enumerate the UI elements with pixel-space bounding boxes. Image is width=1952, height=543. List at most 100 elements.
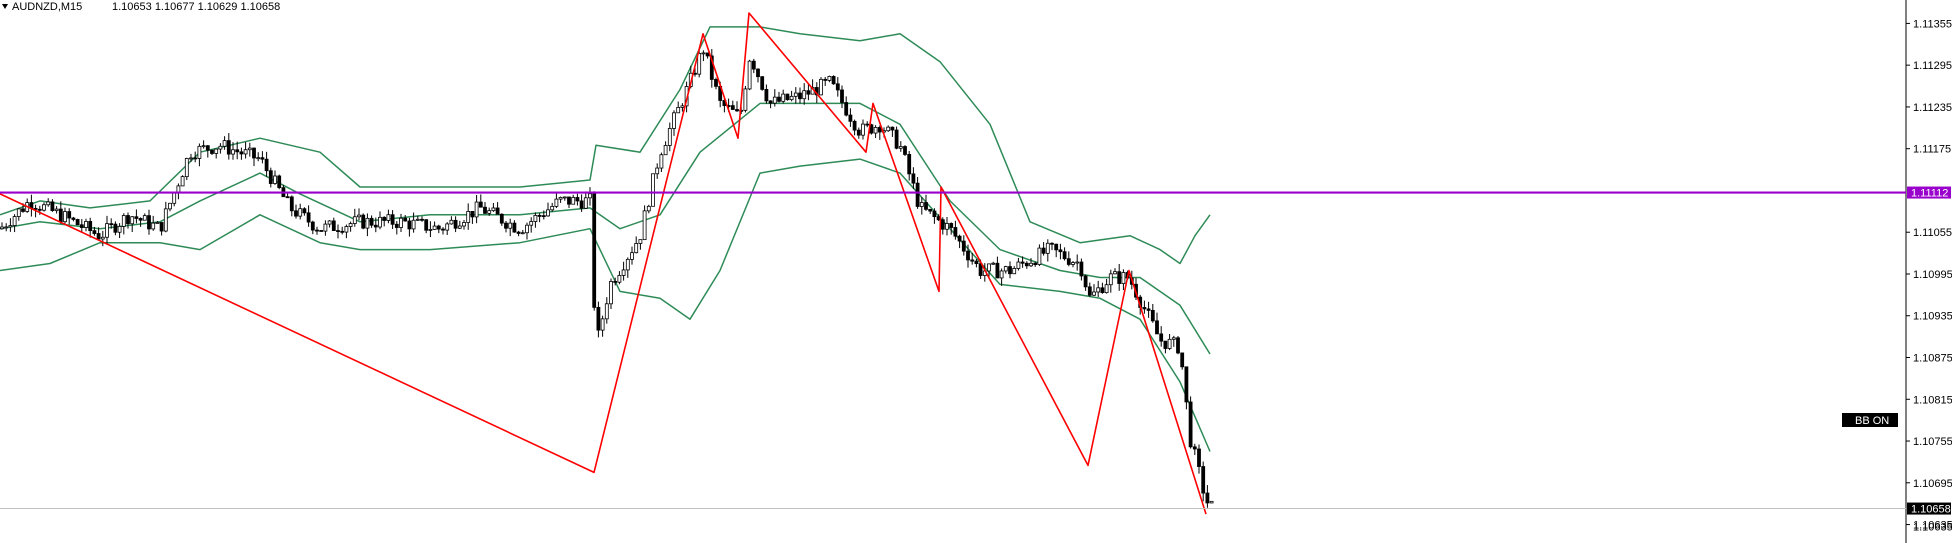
candle-body-bull (697, 52, 702, 75)
candle-body-bear (877, 127, 882, 133)
candle (1167, 334, 1172, 351)
candle (462, 219, 466, 230)
candle-body-bear (33, 208, 38, 210)
candle-body-bear (613, 281, 618, 283)
candle-body-bear (852, 120, 857, 131)
candle (911, 167, 916, 189)
candle-body-bull (491, 207, 496, 212)
candle-body-bull (130, 216, 135, 225)
candle-body-bull (142, 215, 147, 221)
candle-body-bull (1092, 291, 1096, 296)
candle (1058, 243, 1063, 260)
candle-body-bear (260, 157, 265, 160)
candle (168, 202, 172, 212)
candle-body-bear (911, 173, 916, 184)
candle (701, 50, 706, 62)
candle (588, 187, 592, 206)
y-tick-label: 1.10875 (1913, 353, 1952, 365)
candle-body-bear (159, 222, 164, 232)
y-tick-label: 1.10755 (1913, 436, 1952, 448)
candle (1024, 261, 1029, 269)
candle (999, 268, 1004, 286)
candle (533, 212, 538, 228)
candle-body-bull (533, 214, 538, 222)
bollinger-upper-line (0, 26, 1211, 265)
candle (852, 119, 857, 136)
candle (189, 153, 193, 162)
candle (873, 125, 878, 139)
candle-body-bull (1045, 242, 1050, 254)
candle (907, 150, 912, 181)
candle (319, 230, 324, 232)
candle-body-bear (516, 231, 521, 234)
candle-body-bull (432, 225, 437, 230)
candle-body-bull (84, 221, 88, 228)
candle (697, 50, 702, 78)
candle-body-bull (449, 219, 454, 225)
candle-body-bear (1163, 340, 1168, 349)
candle (940, 217, 945, 235)
candle (474, 194, 479, 224)
candle (16, 208, 21, 221)
candle (197, 143, 202, 167)
candle (4, 223, 9, 232)
candle (802, 83, 807, 105)
candle (819, 77, 823, 96)
candle-body-bull (273, 175, 277, 184)
candle (369, 215, 374, 228)
candle-body-bear (541, 215, 546, 218)
candle (1163, 340, 1168, 354)
candle (29, 194, 34, 217)
candle-body-bear (1192, 446, 1197, 450)
candle-body-bear (957, 235, 962, 242)
candle (268, 167, 273, 188)
candle (344, 224, 349, 239)
candle-body-bear (844, 102, 849, 116)
candle (264, 151, 269, 177)
candle (495, 202, 500, 215)
candle (281, 184, 286, 198)
candle-body-bull (256, 157, 261, 160)
candle (659, 152, 664, 173)
candle (987, 263, 991, 278)
y-tick-label: 1.11235 (1913, 102, 1952, 114)
candle-body-bear (806, 90, 811, 95)
candle (214, 148, 219, 159)
candle (1020, 256, 1025, 268)
candle-body-bear (1146, 308, 1151, 311)
candle (617, 271, 622, 285)
candle (903, 145, 907, 156)
candle (1075, 254, 1080, 271)
bb-on-badge (1842, 413, 1898, 427)
candle (8, 218, 13, 232)
candle (945, 217, 949, 236)
candle-body-bear (268, 170, 273, 184)
bollinger-lower-line (0, 158, 1211, 452)
candle-body-bull (945, 223, 949, 230)
candle (420, 216, 424, 222)
candle (1201, 461, 1206, 502)
candle-body-bull (558, 197, 563, 200)
candle (231, 142, 235, 160)
bb-on-label: BB ON (1855, 415, 1889, 427)
candle-body-bear (848, 114, 853, 122)
candle (760, 76, 765, 91)
candle (382, 216, 387, 227)
candle (961, 235, 966, 256)
candle (764, 84, 769, 104)
candle (562, 196, 567, 201)
candle-body-bear (394, 223, 399, 228)
candle (449, 216, 454, 225)
candle-body-bear (537, 214, 542, 217)
triangle-down-icon[interactable] (2, 4, 8, 9)
candle (600, 315, 605, 337)
candle-body-bull (487, 210, 492, 214)
candle (541, 210, 546, 220)
candle-body-bull (743, 88, 748, 111)
candle-body-bull (344, 226, 349, 233)
candle (919, 197, 924, 215)
horizontal-lines[interactable]: 1.11112 1.10658 1.10635 (0, 186, 1952, 534)
candle (625, 257, 630, 278)
candle-body-bear (961, 240, 966, 252)
